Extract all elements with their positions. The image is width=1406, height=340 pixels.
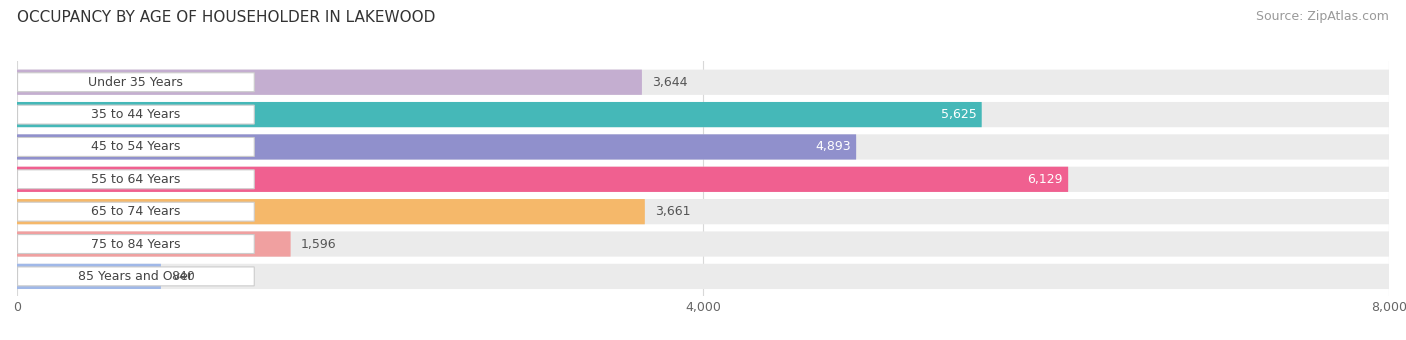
Text: 4,893: 4,893 [815,140,851,153]
FancyBboxPatch shape [17,199,645,224]
Text: OCCUPANCY BY AGE OF HOUSEHOLDER IN LAKEWOOD: OCCUPANCY BY AGE OF HOUSEHOLDER IN LAKEW… [17,10,436,25]
Text: 5,625: 5,625 [941,108,977,121]
Text: 3,644: 3,644 [652,76,688,89]
Text: 1,596: 1,596 [301,238,336,251]
FancyBboxPatch shape [17,170,254,189]
FancyBboxPatch shape [17,264,160,289]
Text: Under 35 Years: Under 35 Years [89,76,183,89]
Text: 65 to 74 Years: 65 to 74 Years [91,205,180,218]
FancyBboxPatch shape [17,167,1069,192]
FancyBboxPatch shape [17,102,1389,127]
FancyBboxPatch shape [17,232,1389,257]
Text: Source: ZipAtlas.com: Source: ZipAtlas.com [1256,10,1389,23]
Text: 3,661: 3,661 [655,205,690,218]
Text: 45 to 54 Years: 45 to 54 Years [91,140,180,153]
FancyBboxPatch shape [17,73,254,92]
Text: 35 to 44 Years: 35 to 44 Years [91,108,180,121]
Text: 75 to 84 Years: 75 to 84 Years [91,238,180,251]
FancyBboxPatch shape [17,134,1389,159]
FancyBboxPatch shape [17,235,254,254]
FancyBboxPatch shape [17,70,1389,95]
FancyBboxPatch shape [17,167,1389,192]
Text: 55 to 64 Years: 55 to 64 Years [91,173,180,186]
FancyBboxPatch shape [17,202,254,221]
FancyBboxPatch shape [17,102,981,127]
FancyBboxPatch shape [17,70,643,95]
FancyBboxPatch shape [17,232,291,257]
Text: 6,129: 6,129 [1028,173,1063,186]
FancyBboxPatch shape [17,134,856,159]
Text: 85 Years and Over: 85 Years and Over [79,270,194,283]
FancyBboxPatch shape [17,137,254,156]
FancyBboxPatch shape [17,267,254,286]
FancyBboxPatch shape [17,199,1389,224]
Text: 840: 840 [172,270,195,283]
FancyBboxPatch shape [17,105,254,124]
FancyBboxPatch shape [17,264,1389,289]
